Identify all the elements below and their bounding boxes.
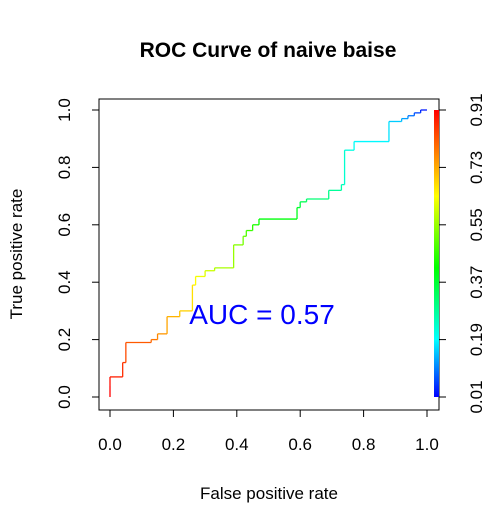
- chart-title: ROC Curve of naive baise: [140, 39, 397, 62]
- y-tick-label: 0.4: [55, 270, 74, 294]
- x-tick-label: 1.0: [415, 435, 439, 454]
- x-tick-label: 0.0: [98, 435, 122, 454]
- y-axis: 0.0 0.2 0.4 0.6 0.8 1.0: [55, 98, 99, 409]
- colorbar-axis: 0.01 0.19 0.37 0.55 0.73 0.91: [439, 93, 486, 414]
- y-tick-label: 0.6: [55, 213, 74, 237]
- x-tick-label: 0.6: [288, 435, 312, 454]
- colorbar-tick-label: 0.55: [467, 208, 486, 241]
- y-tick-label: 0.0: [55, 385, 74, 409]
- x-tick-label: 0.4: [225, 435, 249, 454]
- colorbar-tick-label: 0.19: [467, 323, 486, 356]
- colorbar-tick-label: 0.91: [467, 93, 486, 126]
- x-axis: 0.0 0.2 0.4 0.6 0.8 1.0: [98, 409, 439, 454]
- x-tick-label: 0.2: [162, 435, 186, 454]
- roc-series: [109, 109, 427, 397]
- colorbar-tick-label: 0.37: [467, 266, 486, 299]
- colorbar: [434, 110, 439, 397]
- y-axis-label: True positive rate: [7, 189, 26, 320]
- y-tick-label: 0.2: [55, 328, 74, 352]
- plot-frame: [98, 98, 440, 411]
- colorbar-tick-label: 0.01: [467, 380, 486, 413]
- x-tick-label: 0.8: [352, 435, 376, 454]
- x-axis-label: False positive rate: [200, 484, 338, 503]
- y-tick-label: 0.8: [55, 156, 74, 180]
- y-tick-label: 1.0: [55, 98, 74, 122]
- auc-annotation: AUC = 0.57: [189, 299, 335, 330]
- colorbar-tick-label: 0.73: [467, 151, 486, 184]
